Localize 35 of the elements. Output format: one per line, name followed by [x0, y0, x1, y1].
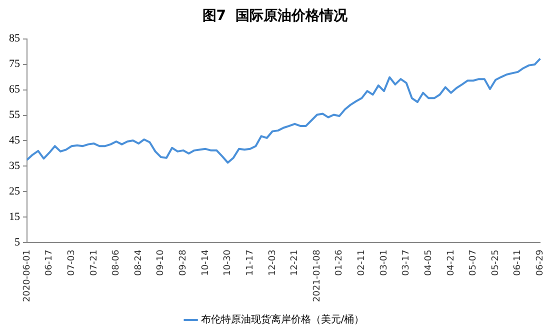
y-tick-label: 65	[9, 84, 20, 96]
legend-label: 布伦特原油现货离岸价格（美元/桶）	[200, 314, 364, 326]
x-tick-label: 02-11	[357, 250, 368, 276]
x-tick-label: 03-17	[402, 250, 412, 276]
y-tick-label: 85	[9, 32, 20, 45]
x-tick-label: 07-03	[66, 250, 77, 276]
x-tick-label: 10-14	[200, 249, 211, 276]
y-tick-label: 15	[9, 211, 20, 224]
x-tick-label: 05-07	[468, 250, 479, 276]
x-tick-label: 12-03	[268, 250, 278, 276]
x-tick-label: 10-30	[223, 249, 234, 276]
x-tick-label: 01-26	[334, 249, 345, 276]
x-tick-label: 06-17	[44, 250, 55, 276]
x-tick-label: 06-29	[536, 249, 546, 276]
y-tick-label: 45	[9, 134, 20, 147]
y-tick-label: 75	[9, 58, 20, 70]
x-tick-label: 04-21	[446, 250, 456, 276]
chart-title: 图7 国际原油价格情况	[202, 8, 349, 24]
y-tick-label: 5	[14, 236, 20, 249]
x-tick-label: 04-05	[424, 250, 434, 276]
x-tick-label: 06-11	[513, 250, 524, 276]
x-tick-label: 07-21	[89, 250, 100, 276]
x-tick-label: 08-06	[112, 249, 122, 276]
x-tick-label: 2021-01-08	[312, 249, 322, 302]
y-tick-label: 55	[9, 109, 20, 122]
x-tick-label: 08-24	[134, 249, 144, 276]
y-tick-label: 35	[9, 160, 20, 172]
x-tick-label: 05-25	[490, 250, 501, 276]
x-tick-label: 12-21	[290, 250, 300, 276]
x-tick-label: 09-28	[178, 249, 189, 276]
x-tick-label: 11-17	[245, 250, 256, 276]
x-tick-label: 03-01	[379, 250, 390, 276]
x-tick-label: 2020-06-01	[22, 250, 32, 302]
y-tick-label: 25	[9, 186, 20, 198]
x-tick-label: 09-10	[156, 249, 166, 276]
